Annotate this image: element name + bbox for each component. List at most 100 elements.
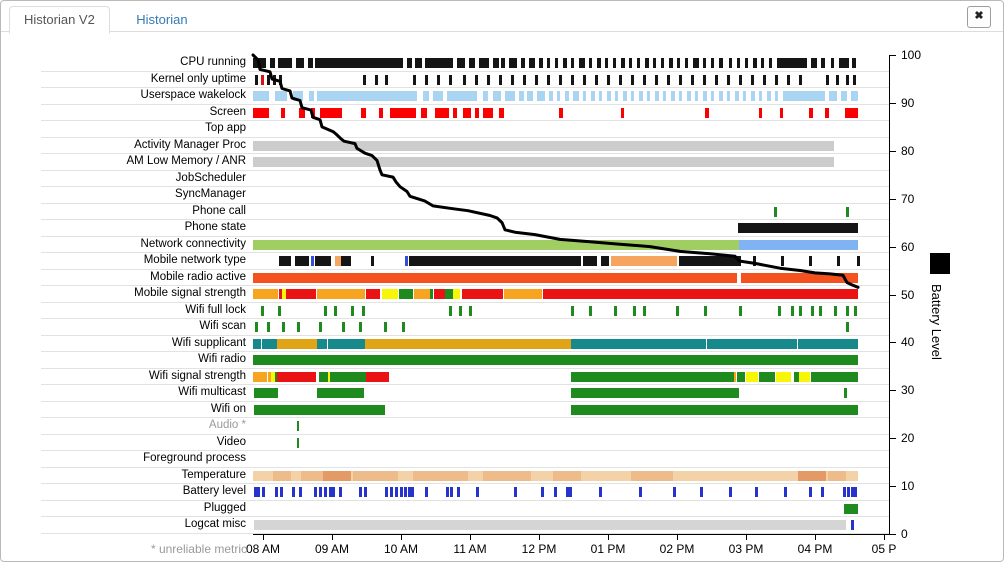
timeline-segment[interactable] <box>463 107 471 118</box>
timeline-segment[interactable] <box>553 470 581 481</box>
timeline-segment[interactable] <box>254 520 846 531</box>
timeline-segment[interactable] <box>253 338 261 349</box>
timeline-segment[interactable] <box>404 487 407 498</box>
timeline-segment[interactable] <box>595 74 598 85</box>
timeline-segment[interactable] <box>851 520 854 531</box>
timeline-segment[interactable] <box>643 74 646 85</box>
timeline-segment[interactable] <box>837 256 840 267</box>
timeline-segment[interactable] <box>821 58 825 68</box>
timeline-segment[interactable] <box>363 74 366 85</box>
timeline-segment[interactable] <box>255 322 258 333</box>
timeline-segment[interactable] <box>623 91 627 102</box>
timeline-segment[interactable] <box>755 487 758 498</box>
timeline-segment[interactable] <box>677 58 680 68</box>
timeline-segment[interactable] <box>653 58 656 68</box>
timeline-segment[interactable] <box>621 107 624 118</box>
timeline-segment[interactable] <box>852 58 856 68</box>
timeline-segment[interactable] <box>763 74 766 85</box>
timeline-segment[interactable] <box>767 91 771 102</box>
timeline-segment[interactable] <box>655 74 658 85</box>
timeline-segment[interactable] <box>342 322 345 333</box>
timeline-segment[interactable] <box>366 371 389 382</box>
timeline-segment[interactable] <box>607 91 611 102</box>
timeline-track-mobile-radio-active[interactable] <box>253 270 887 286</box>
timeline-segment[interactable] <box>679 256 741 267</box>
timeline-segment[interactable] <box>743 91 746 102</box>
timeline-segment[interactable] <box>359 487 362 498</box>
timeline-segment[interactable] <box>738 223 858 234</box>
timeline-segment[interactable] <box>433 91 443 102</box>
timeline-segment[interactable] <box>799 74 802 85</box>
timeline-segment[interactable] <box>826 74 829 85</box>
timeline-segment[interactable] <box>521 58 525 68</box>
timeline-segment[interactable] <box>589 58 592 68</box>
timeline-segment[interactable] <box>669 58 673 68</box>
timeline-segment[interactable] <box>605 58 608 68</box>
timeline-segment[interactable] <box>811 371 858 382</box>
timeline-segment[interactable] <box>571 305 574 316</box>
timeline-segment[interactable] <box>292 487 295 498</box>
timeline-segment[interactable] <box>847 487 850 498</box>
timeline-segment[interactable] <box>309 91 314 102</box>
timeline-track-audio[interactable] <box>253 418 887 434</box>
timeline-segment[interactable] <box>784 487 787 498</box>
timeline-segment[interactable] <box>449 305 452 316</box>
timeline-segment[interactable] <box>328 371 330 382</box>
timeline-segment[interactable] <box>753 256 756 267</box>
timeline-segment[interactable] <box>425 487 428 498</box>
timeline-segment[interactable] <box>384 322 387 333</box>
timeline-segment[interactable] <box>819 305 822 316</box>
timeline-segment[interactable] <box>405 256 408 267</box>
timeline-segment[interactable] <box>846 305 849 316</box>
timeline-segment[interactable] <box>599 91 602 102</box>
timeline-segment[interactable] <box>841 91 847 102</box>
timeline-segment[interactable] <box>341 256 351 267</box>
timeline-segment[interactable] <box>261 74 264 85</box>
timeline-segment[interactable] <box>703 58 706 68</box>
timeline-segment[interactable] <box>554 487 557 498</box>
timeline-segment[interactable] <box>499 74 502 85</box>
timeline-segment[interactable] <box>511 74 514 85</box>
timeline-track-wifi-full-lock[interactable] <box>253 303 887 319</box>
timeline-segment[interactable] <box>857 256 860 267</box>
timeline-segment[interactable] <box>811 58 817 68</box>
timeline-segment[interactable] <box>330 371 335 382</box>
timeline-segment[interactable] <box>505 91 515 102</box>
timeline-track-phone-call[interactable] <box>253 204 887 220</box>
timeline-segment[interactable] <box>705 107 709 118</box>
timeline-segment[interactable] <box>315 256 331 267</box>
timeline-segment[interactable] <box>328 338 365 349</box>
timeline-segment[interactable] <box>267 322 270 333</box>
timeline-segment[interactable] <box>566 487 569 498</box>
timeline-segment[interactable] <box>395 487 398 498</box>
timeline-segment[interactable] <box>571 388 739 399</box>
timeline-segment[interactable] <box>421 107 427 118</box>
timeline-segment[interactable] <box>493 58 499 68</box>
timeline-segment[interactable] <box>579 58 585 68</box>
timeline-segment[interactable] <box>385 487 388 498</box>
timeline-segment[interactable] <box>741 272 858 283</box>
timeline-track-mobile-signal-strength[interactable] <box>253 286 887 302</box>
timeline-track-network-connectivity[interactable] <box>253 237 887 253</box>
timeline-segment[interactable] <box>270 58 275 68</box>
tab-historian[interactable]: Historian <box>136 12 188 27</box>
timeline-segment[interactable] <box>278 305 281 316</box>
timeline-segment[interactable] <box>253 355 858 366</box>
timeline-segment[interactable] <box>851 487 854 498</box>
timeline-segment[interactable] <box>629 58 632 68</box>
timeline-segment[interactable] <box>262 338 277 349</box>
timeline-segment[interactable] <box>476 487 479 498</box>
timeline-segment[interactable] <box>547 58 550 68</box>
timeline-segment[interactable] <box>739 74 742 85</box>
timeline-segment[interactable] <box>695 91 698 102</box>
timeline-segment[interactable] <box>359 322 362 333</box>
timeline-segment[interactable] <box>319 371 328 382</box>
timeline-segment[interactable] <box>781 256 784 267</box>
timeline-segment[interactable] <box>639 91 643 102</box>
timeline-segment[interactable] <box>493 91 501 102</box>
timeline-segment[interactable] <box>457 487 460 498</box>
timeline-segment[interactable] <box>364 487 367 498</box>
timeline-segment[interactable] <box>715 74 718 85</box>
timeline-segment[interactable] <box>734 371 736 382</box>
timeline-segment[interactable] <box>449 74 452 85</box>
